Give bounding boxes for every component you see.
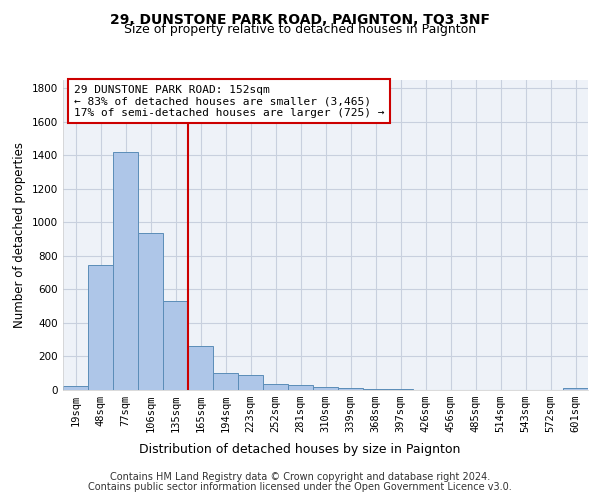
Text: 29 DUNSTONE PARK ROAD: 152sqm
← 83% of detached houses are smaller (3,465)
17% o: 29 DUNSTONE PARK ROAD: 152sqm ← 83% of d…: [74, 84, 384, 118]
Text: Distribution of detached houses by size in Paignton: Distribution of detached houses by size …: [139, 442, 461, 456]
Bar: [363, 388, 388, 390]
Bar: [338, 388, 363, 390]
Text: Contains HM Land Registry data © Crown copyright and database right 2024.: Contains HM Land Registry data © Crown c…: [110, 472, 490, 482]
Bar: [163, 301, 188, 390]
Bar: [88, 265, 113, 390]
Bar: [238, 375, 263, 390]
Bar: [113, 152, 138, 390]
Bar: [263, 384, 288, 390]
Bar: [188, 346, 213, 390]
Bar: [288, 386, 313, 390]
Text: Size of property relative to detached houses in Paignton: Size of property relative to detached ho…: [124, 22, 476, 36]
Bar: [313, 387, 338, 390]
Bar: [63, 386, 88, 390]
Bar: [213, 372, 238, 390]
Y-axis label: Number of detached properties: Number of detached properties: [13, 142, 26, 328]
Bar: [563, 388, 588, 390]
Text: 29, DUNSTONE PARK ROAD, PAIGNTON, TQ3 3NF: 29, DUNSTONE PARK ROAD, PAIGNTON, TQ3 3N…: [110, 12, 490, 26]
Bar: [138, 233, 163, 390]
Text: Contains public sector information licensed under the Open Government Licence v3: Contains public sector information licen…: [88, 482, 512, 492]
